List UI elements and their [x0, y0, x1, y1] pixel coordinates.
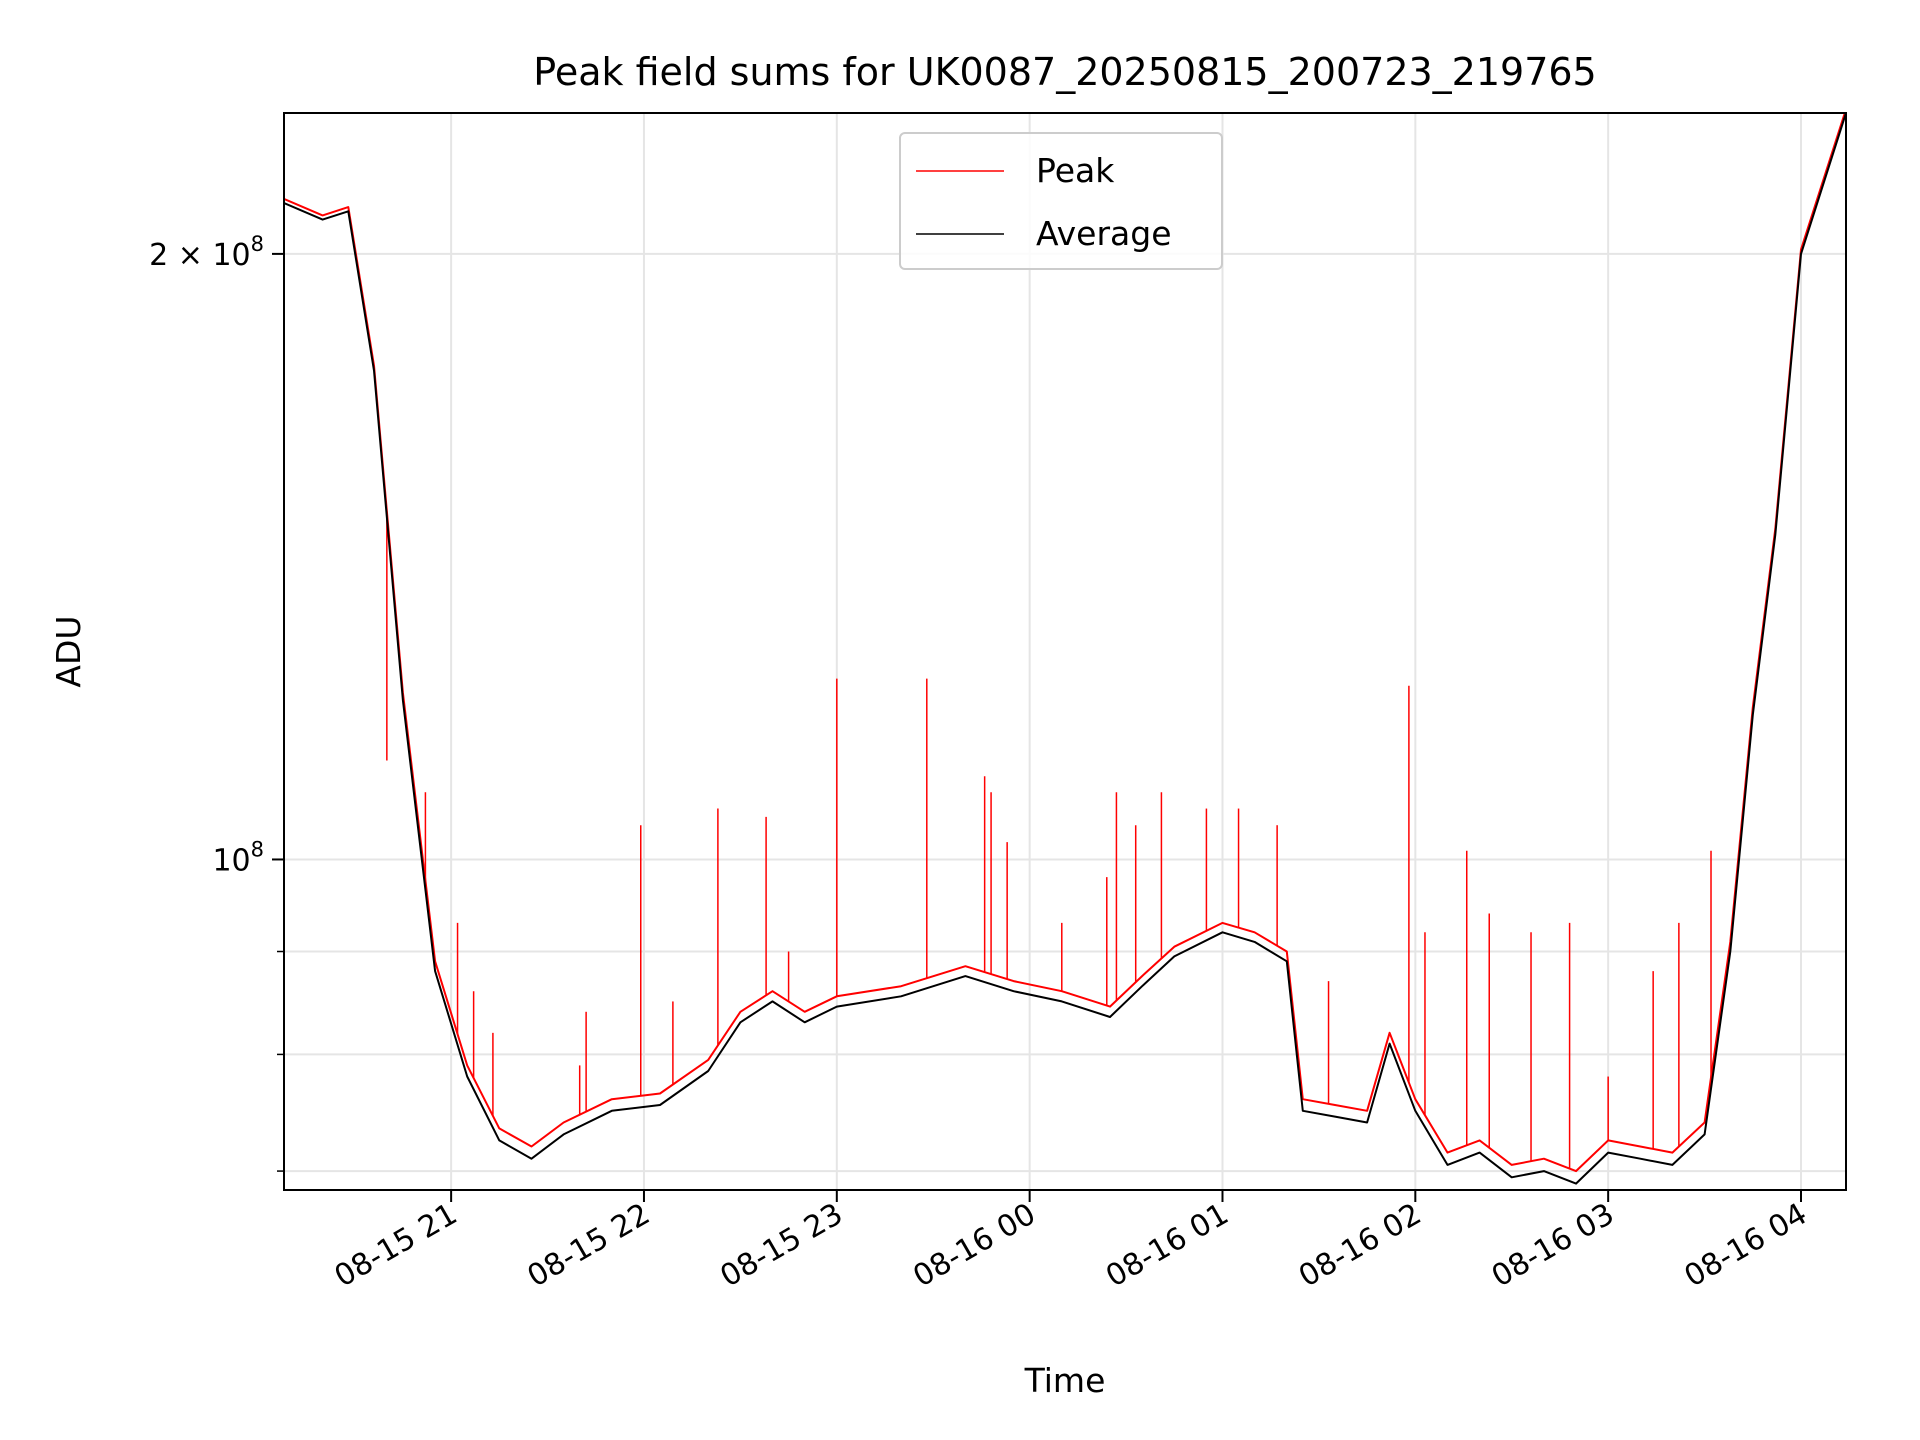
series-line-average — [284, 113, 1846, 1185]
y-tick-base: 10 — [212, 843, 250, 878]
plot-series — [284, 113, 1846, 1185]
y-axis-label: ADU — [49, 615, 88, 687]
legend: Peak Average — [899, 132, 1223, 270]
series-line-peak — [284, 113, 1846, 1173]
y-tick-exponent: 8 — [251, 837, 264, 861]
y-tick-base: 10 — [212, 238, 250, 273]
x-axis-label: Time — [1024, 1361, 1106, 1400]
y-tick-coef: 2 × — [149, 238, 212, 273]
y-tick-exponent: 8 — [251, 232, 264, 256]
y-tick-label: 2 × 108 — [149, 232, 264, 273]
legend-label-peak: Peak — [1036, 151, 1115, 190]
legend-box — [899, 132, 1223, 270]
plot-frame — [283, 112, 1847, 1191]
chart-title: Peak field sums for UK0087_20250815_2007… — [533, 50, 1596, 94]
legend-label-average: Average — [1036, 214, 1172, 253]
y-tick-label: 108 — [212, 837, 264, 878]
